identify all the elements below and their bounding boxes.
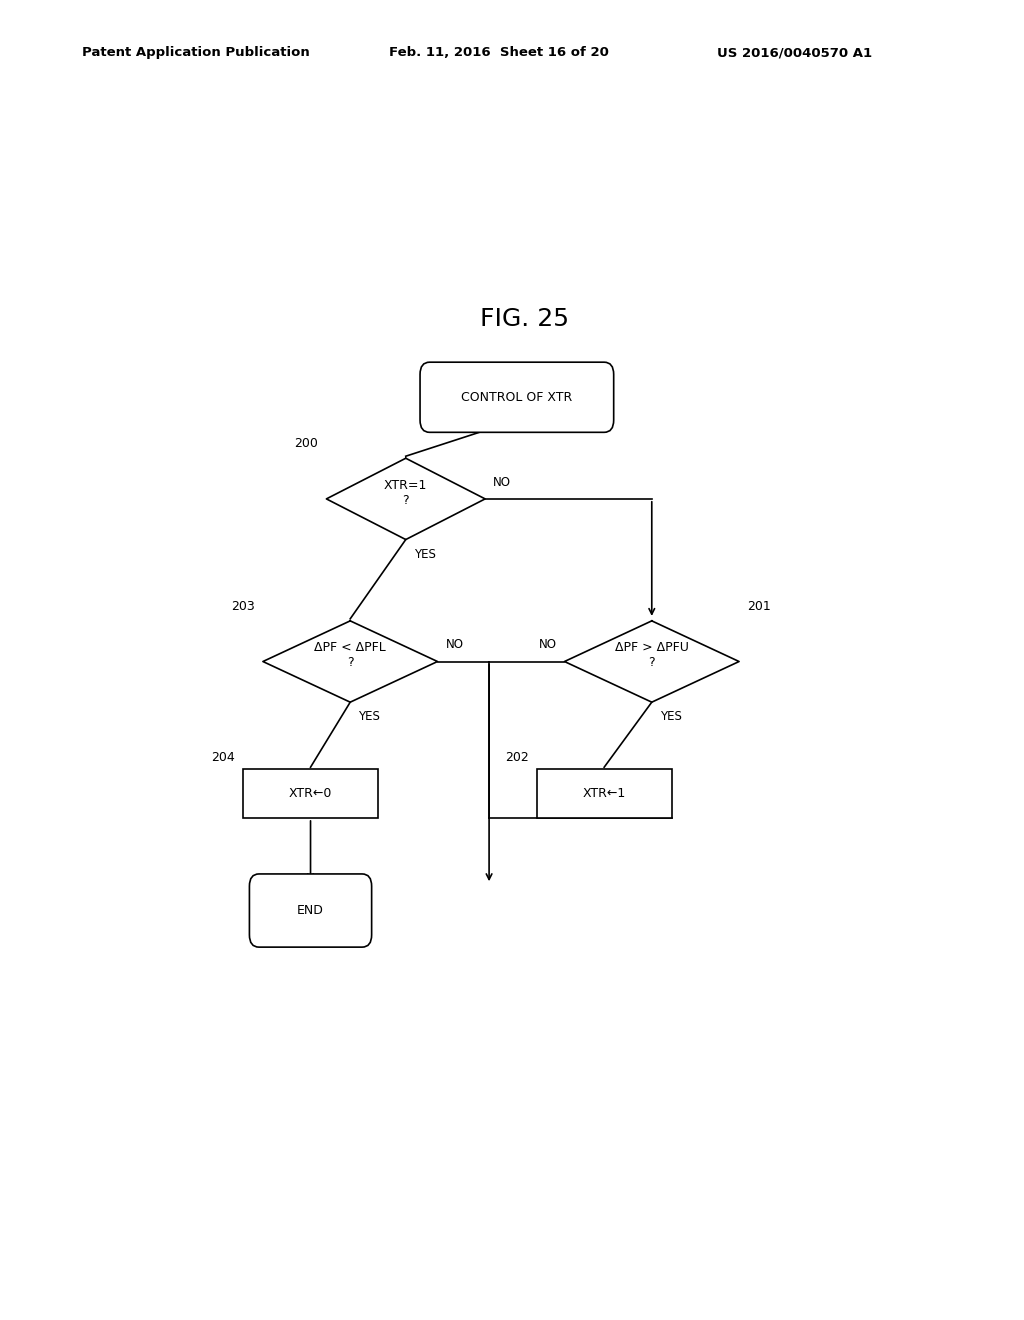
- Text: NO: NO: [539, 639, 557, 651]
- Text: YES: YES: [659, 710, 682, 723]
- Text: Feb. 11, 2016  Sheet 16 of 20: Feb. 11, 2016 Sheet 16 of 20: [389, 46, 609, 59]
- Text: CONTROL OF XTR: CONTROL OF XTR: [461, 391, 572, 404]
- Text: XTR←1: XTR←1: [583, 787, 626, 800]
- Text: XTR←0: XTR←0: [289, 787, 332, 800]
- Text: FIG. 25: FIG. 25: [480, 308, 569, 331]
- Text: 202: 202: [505, 751, 528, 764]
- Text: ΔPF < ΔPFL
?: ΔPF < ΔPFL ?: [314, 642, 386, 669]
- FancyBboxPatch shape: [250, 874, 372, 948]
- Text: ΔPF > ΔPFU
?: ΔPF > ΔPFU ?: [614, 642, 689, 669]
- Text: XTR=1
?: XTR=1 ?: [384, 479, 427, 507]
- Text: NO: NO: [445, 639, 464, 651]
- FancyBboxPatch shape: [420, 362, 613, 433]
- Bar: [243, 770, 378, 818]
- Text: 203: 203: [231, 599, 255, 612]
- Text: END: END: [297, 904, 324, 917]
- Text: 204: 204: [211, 751, 236, 764]
- Text: Patent Application Publication: Patent Application Publication: [82, 46, 309, 59]
- Bar: [537, 770, 672, 818]
- Text: US 2016/0040570 A1: US 2016/0040570 A1: [717, 46, 871, 59]
- Text: 200: 200: [295, 437, 318, 450]
- Text: YES: YES: [358, 710, 380, 723]
- Text: 201: 201: [748, 599, 771, 612]
- Text: YES: YES: [414, 548, 435, 561]
- Text: NO: NO: [494, 475, 511, 488]
